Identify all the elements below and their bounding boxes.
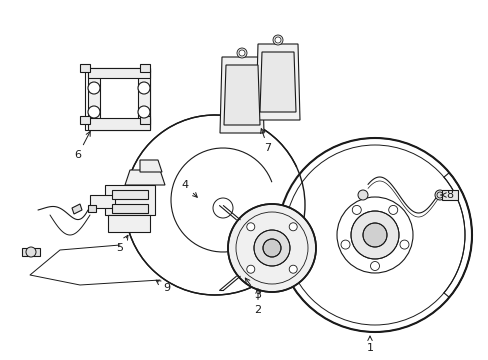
Text: 2: 2: [254, 289, 261, 315]
Circle shape: [350, 211, 398, 259]
Circle shape: [288, 265, 297, 273]
Text: 5: 5: [116, 235, 128, 253]
Circle shape: [288, 223, 297, 231]
Polygon shape: [88, 118, 150, 130]
Circle shape: [88, 106, 100, 118]
Polygon shape: [22, 248, 40, 256]
Polygon shape: [140, 160, 162, 172]
Circle shape: [272, 35, 283, 45]
Circle shape: [239, 50, 244, 56]
Text: 6: 6: [74, 131, 90, 160]
Circle shape: [351, 206, 361, 215]
Circle shape: [138, 82, 150, 94]
Polygon shape: [220, 57, 264, 133]
Circle shape: [357, 190, 367, 200]
Polygon shape: [108, 215, 150, 232]
Circle shape: [274, 37, 281, 43]
Polygon shape: [256, 44, 299, 120]
Polygon shape: [140, 64, 150, 72]
Circle shape: [246, 265, 254, 273]
Polygon shape: [88, 70, 100, 128]
Polygon shape: [112, 204, 148, 213]
Polygon shape: [441, 190, 457, 200]
Text: 1: 1: [366, 336, 373, 353]
Circle shape: [278, 138, 471, 332]
Text: 3: 3: [245, 278, 261, 300]
Polygon shape: [125, 170, 164, 185]
Circle shape: [237, 48, 246, 58]
Polygon shape: [80, 116, 90, 124]
Circle shape: [125, 115, 305, 295]
Circle shape: [26, 247, 36, 257]
Polygon shape: [224, 65, 260, 125]
Circle shape: [362, 223, 386, 247]
Circle shape: [253, 230, 289, 266]
Polygon shape: [105, 185, 155, 215]
Circle shape: [370, 261, 379, 270]
Circle shape: [388, 206, 397, 215]
Polygon shape: [90, 195, 115, 208]
Polygon shape: [88, 205, 96, 212]
Circle shape: [263, 239, 281, 257]
Text: 4: 4: [181, 180, 197, 197]
Polygon shape: [85, 68, 150, 130]
Polygon shape: [80, 64, 90, 72]
Text: 7: 7: [260, 129, 271, 153]
Text: 8: 8: [440, 190, 453, 200]
Polygon shape: [140, 116, 150, 124]
Circle shape: [246, 223, 254, 231]
Polygon shape: [88, 68, 150, 78]
Text: 9: 9: [156, 280, 170, 293]
Circle shape: [399, 240, 408, 249]
Polygon shape: [138, 70, 150, 128]
Circle shape: [340, 240, 349, 249]
Circle shape: [227, 204, 315, 292]
Circle shape: [434, 190, 444, 200]
Polygon shape: [260, 52, 295, 112]
Polygon shape: [112, 190, 148, 199]
Circle shape: [88, 82, 100, 94]
Polygon shape: [72, 204, 82, 214]
Circle shape: [138, 106, 150, 118]
